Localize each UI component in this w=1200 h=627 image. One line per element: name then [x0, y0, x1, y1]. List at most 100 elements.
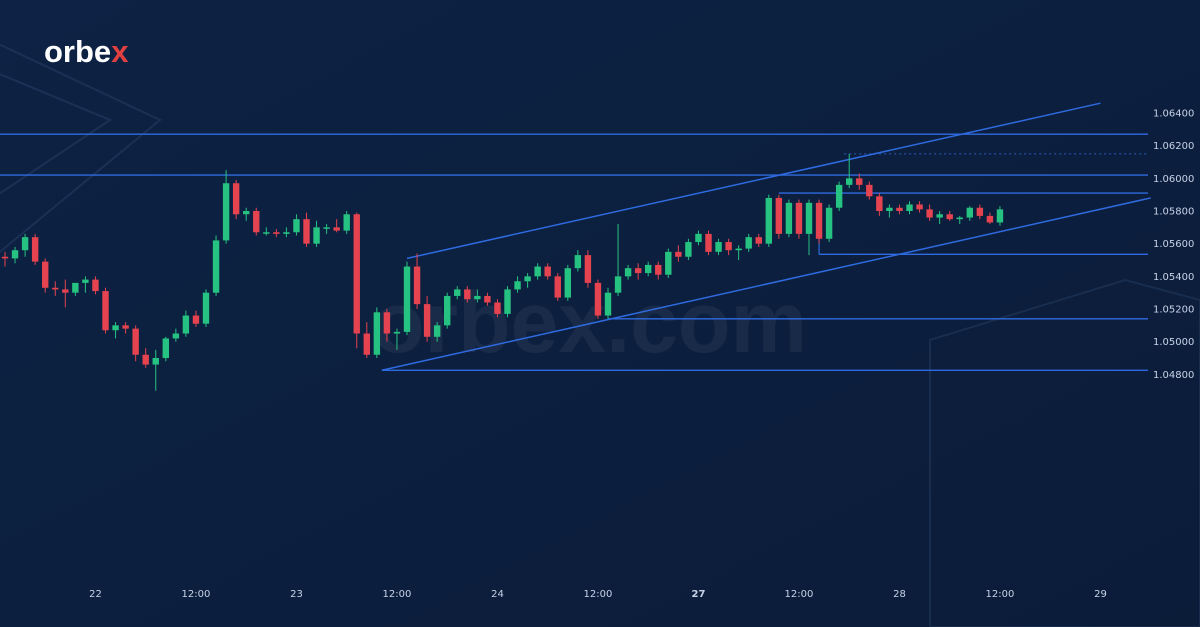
candle-84 [846, 153, 853, 189]
candle-body [715, 242, 722, 252]
candle-body [725, 242, 732, 251]
candle-body [916, 204, 923, 210]
y-tick-label: 1.06000 [1153, 174, 1194, 185]
candle-body [423, 304, 431, 337]
candle-body [564, 268, 571, 298]
candle-40 [403, 261, 411, 336]
candle-body [263, 232, 270, 234]
candle-36 [363, 322, 370, 359]
candle-body [373, 312, 381, 355]
x-tick-label: 22 [89, 589, 102, 600]
candle-97 [976, 204, 984, 220]
candle-body [705, 233, 712, 252]
candle-body [313, 227, 320, 244]
candle-64 [645, 261, 652, 277]
candle-body [906, 204, 913, 212]
decor [0, 43, 1200, 627]
candle-20 [202, 289, 210, 327]
candle-16 [162, 336, 169, 362]
candle-body [192, 315, 200, 324]
candle-body [42, 261, 49, 288]
candle-81 [815, 199, 823, 244]
candle-8 [82, 276, 89, 293]
candle-body [92, 279, 99, 292]
candle-body [202, 292, 210, 324]
candle-body [614, 276, 622, 293]
candle-body [454, 289, 461, 296]
candle-body [866, 184, 873, 197]
candle-89 [896, 204, 903, 215]
candle-body [976, 207, 984, 216]
candle-61 [614, 224, 622, 296]
candle-30 [303, 212, 310, 247]
candle-body [273, 232, 280, 234]
candle-body [142, 354, 149, 365]
candle-91 [916, 201, 923, 213]
candle-body [82, 279, 89, 283]
candle-47 [474, 289, 481, 303]
candle-body [484, 295, 491, 303]
candle-55 [554, 273, 561, 301]
candle-56 [564, 264, 571, 301]
candle-body [926, 209, 933, 218]
candle-body [444, 295, 451, 326]
candle-body [534, 266, 541, 277]
y-tick-label: 1.04800 [1153, 370, 1194, 381]
candle-body [152, 358, 159, 365]
x-axis: 22 12:00 23 12:00 24 12:00 27 12:00 28 12:00 29 [89, 589, 1107, 600]
candle-body [363, 333, 370, 355]
candle-body [413, 266, 421, 305]
candle-63 [634, 263, 642, 280]
x-tick-label: 12:00 [785, 589, 814, 600]
candle-83 [835, 181, 843, 212]
candle-57 [574, 250, 582, 272]
candle-82 [825, 204, 833, 243]
candle-62 [624, 264, 632, 280]
candle-body [212, 240, 220, 293]
candle-body [685, 242, 692, 257]
candle-51 [514, 276, 521, 293]
candle-body [986, 215, 994, 223]
y-tick-label: 1.05600 [1153, 239, 1194, 250]
candle-2 [21, 233, 29, 257]
candle-71 [715, 238, 722, 256]
candle-23 [232, 179, 240, 220]
candle-90 [906, 201, 913, 215]
decor-shape-right [929, 278, 1200, 627]
x-tick-label: 23 [290, 589, 303, 600]
candle-body [353, 214, 360, 334]
candle-37 [373, 307, 381, 359]
candle-body [896, 207, 903, 212]
candle-body [946, 214, 953, 220]
candle-body [805, 202, 813, 234]
candle-85 [856, 173, 863, 190]
candle-body [665, 251, 672, 275]
candle-34 [343, 211, 350, 234]
y-tick-label: 1.06200 [1153, 141, 1194, 152]
candle-body [433, 325, 441, 337]
y-tick-label: 1.05000 [1153, 337, 1194, 348]
candle-body [755, 237, 762, 244]
trend-line-1 [381, 197, 1151, 372]
candle-3 [31, 233, 39, 265]
candle-35 [353, 212, 360, 349]
candle-body [815, 202, 823, 239]
candle-body [996, 209, 1004, 223]
candle-79 [795, 199, 803, 239]
candle-body [62, 289, 69, 293]
candle-body [122, 325, 129, 329]
y-tick-label: 1.05800 [1153, 207, 1194, 218]
candle-body [172, 333, 180, 339]
candle-9 [92, 276, 99, 295]
y-tick-label: 1.05200 [1153, 305, 1194, 316]
candle-body [966, 207, 973, 218]
candle-body [876, 196, 883, 212]
candle-body [21, 237, 29, 251]
decor-chevron [0, 43, 162, 254]
x-tick-label: 24 [491, 589, 504, 600]
candle-body [343, 214, 350, 231]
candle-93 [936, 211, 943, 225]
candle-39 [393, 328, 401, 350]
candle-body [393, 331, 401, 334]
